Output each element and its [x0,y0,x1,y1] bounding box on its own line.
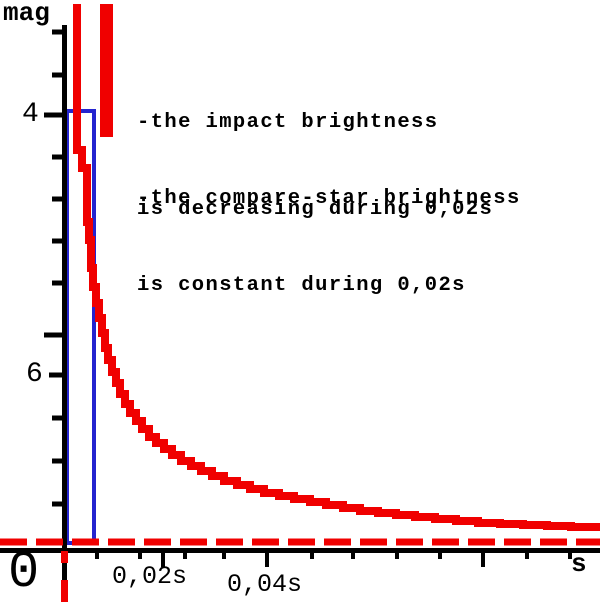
impact-annotation-line1: -the impact brightness [137,111,439,134]
x-tick-label-002: 0,02s [112,562,188,591]
y-tick-label-6: 6 [26,359,43,390]
compare-annotation-line2: is constant during 0,02s [137,274,466,297]
x-tick-label-004: 0,04s [227,570,303,599]
demo-note: demonstration model not calculated! [384,576,587,616]
impact-annotation: -the impact brightness is decreasing dur… [137,50,493,282]
compare-annotation-line1: -the compare-star brightness [137,187,521,210]
impact-annotation-line2: is decreasing during 0,02s [137,198,494,221]
y-tick-label-4: 4 [22,99,39,130]
x-axis-ticks [95,551,572,567]
compare-annotation: -the compare-star brightness is constant… [137,126,521,358]
y-axis-title: mag [3,0,50,28]
origin-label: 0 [8,543,40,602]
y-axis-ticks [44,29,67,507]
impact-brightness-curve [73,4,600,531]
x-axis-title: s [571,549,587,579]
